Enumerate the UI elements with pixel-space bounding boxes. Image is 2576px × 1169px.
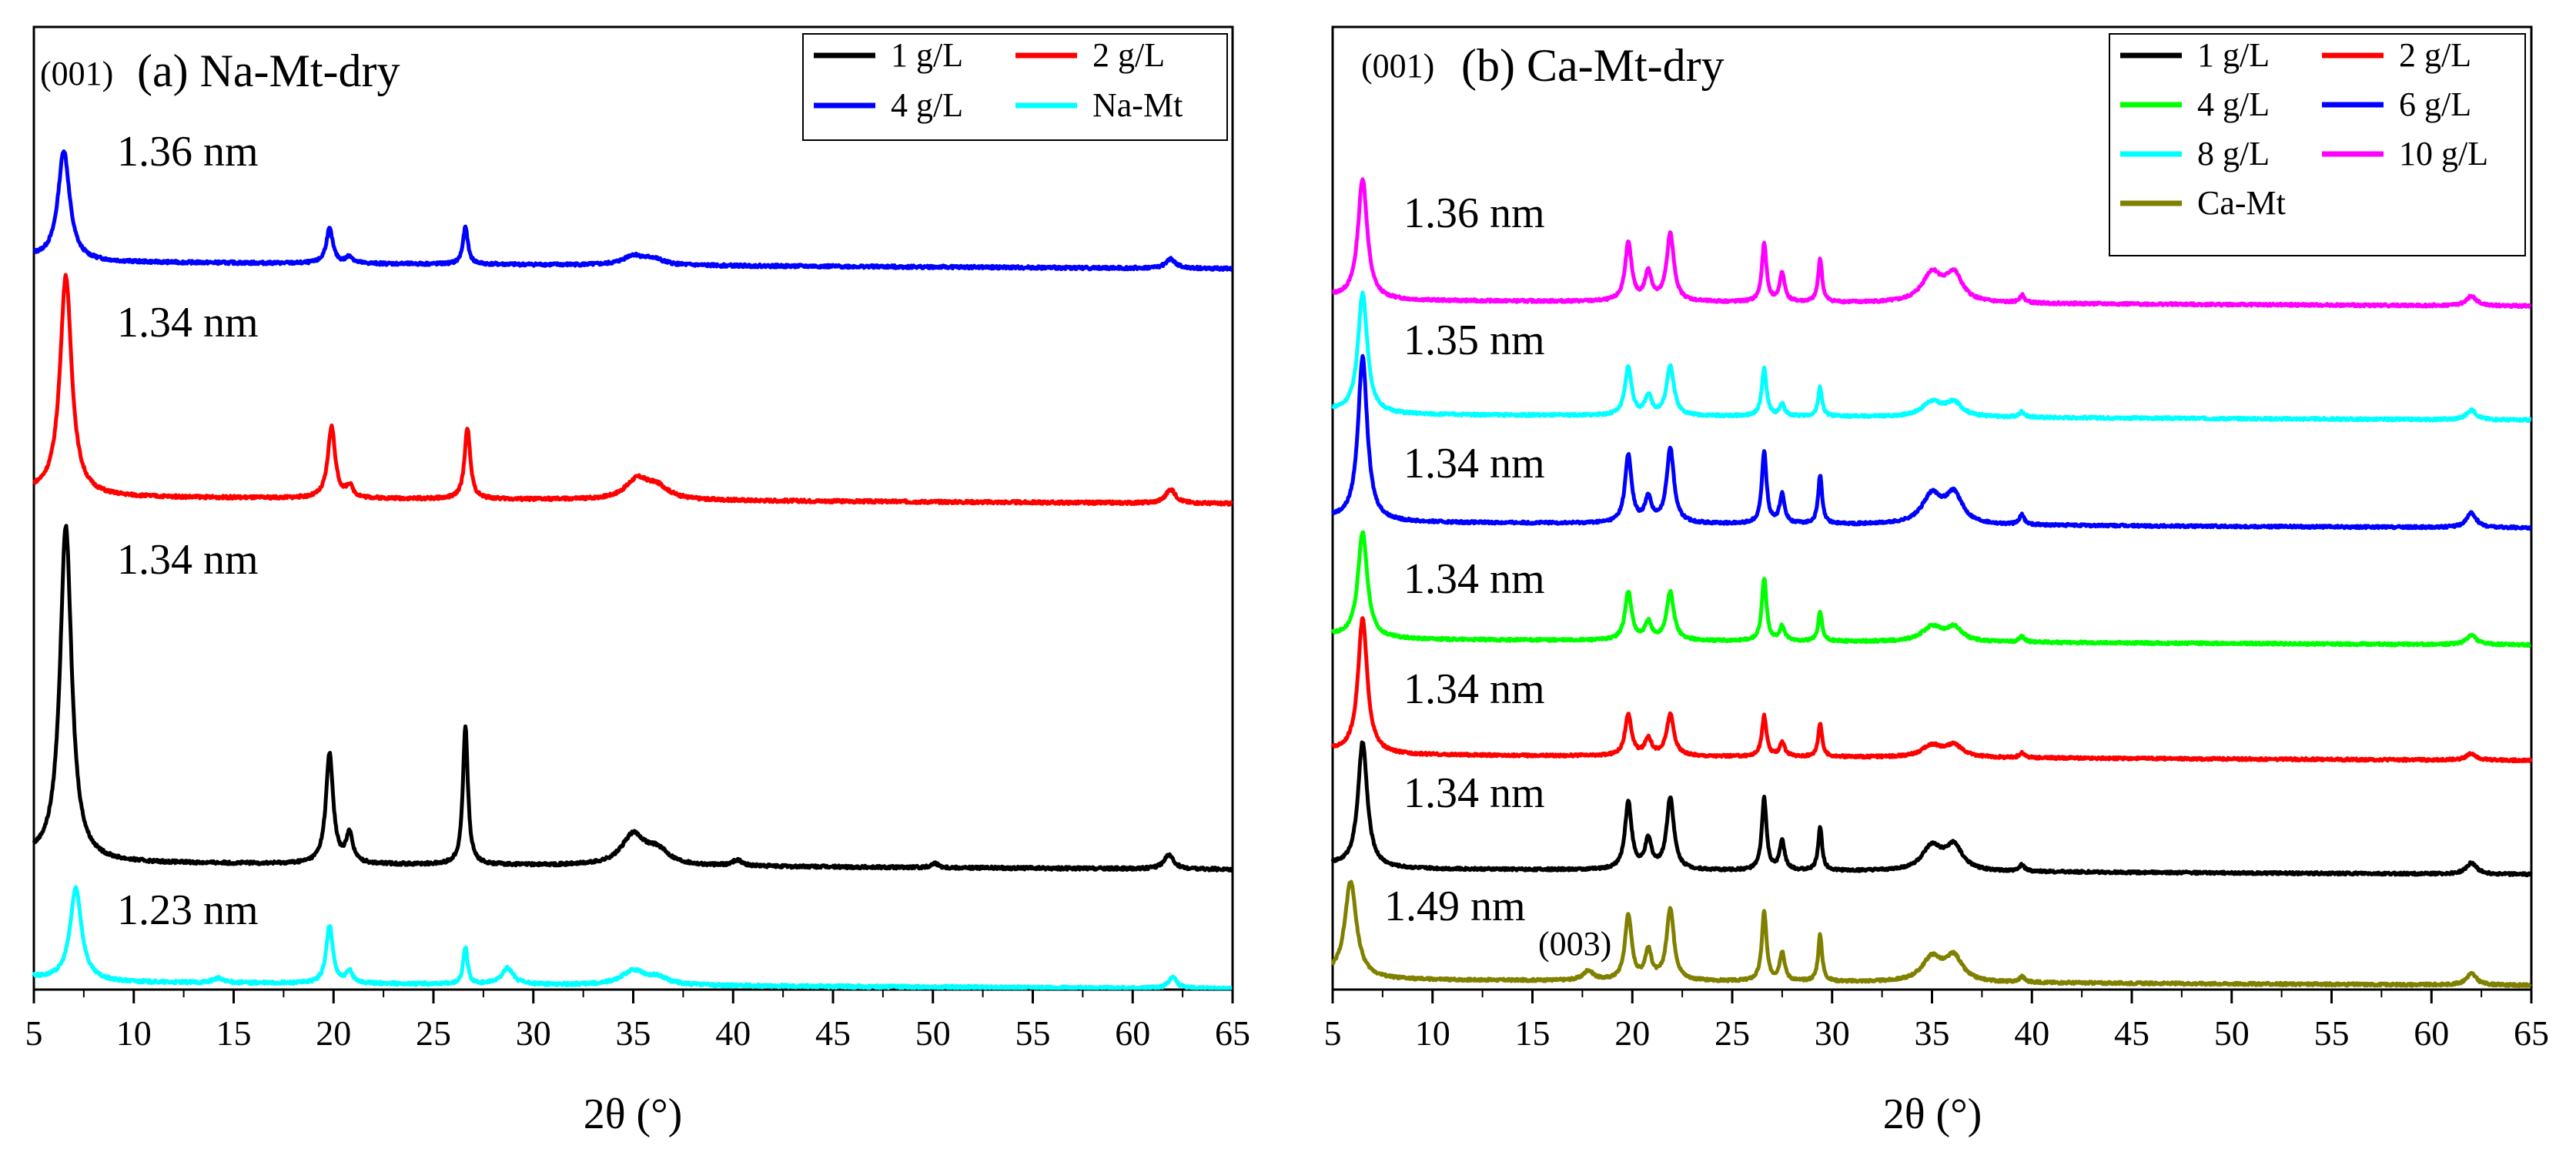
x-tick-label: 30 — [1815, 1013, 1850, 1053]
legend-label: 1 g/L — [2197, 36, 2270, 74]
x-tick-label: 55 — [1015, 1013, 1051, 1053]
x-tick-label: 20 — [316, 1013, 351, 1053]
x-tick-label: 5 — [1324, 1013, 1342, 1053]
legend-label: 2 g/L — [1092, 36, 1165, 74]
series-line-b-4-g-l — [1330, 530, 2532, 648]
series-line-a-4-g-l — [32, 149, 1233, 272]
x-axis-title-b: 2θ (°) — [1883, 1090, 1982, 1138]
legend-label: 4 g/L — [891, 86, 963, 124]
peak-label-001-b: (001) — [1361, 47, 1434, 85]
legend-box-a — [802, 33, 1228, 141]
series-line-b-1-g-l — [1330, 740, 2532, 878]
d-spacing-label: 1.34 nm — [1403, 665, 1545, 713]
series-line-b-8-g-l — [1331, 290, 2532, 424]
panel-title-b: (b) Ca-Mt-dry — [1461, 40, 1725, 91]
x-tick-label: 55 — [2314, 1013, 2350, 1053]
x-tick-label: 15 — [1515, 1013, 1551, 1053]
legend-label: 8 g/L — [2197, 135, 2270, 173]
traces-a — [32, 149, 1233, 990]
x-tick-label: 65 — [2514, 1013, 2549, 1053]
x-tick-label: 10 — [116, 1013, 152, 1053]
traces-b — [1330, 177, 2533, 989]
d-spacing-label: 1.34 nm — [1403, 769, 1545, 817]
x-tick-label: 35 — [616, 1013, 651, 1053]
d-spacing-label: 1.49 nm — [1384, 883, 1526, 930]
legend-label: Ca-Mt — [2197, 184, 2286, 222]
d-spacing-label: 1.34 nm — [117, 299, 259, 347]
legend-label: Na-Mt — [1092, 86, 1183, 124]
x-ticks-a: 5 10 15 20 25 30 35 40 45 50 55 60 65 — [25, 990, 1250, 1053]
d-spacing-label: 1.34 nm — [117, 536, 259, 584]
x-tick-label: 10 — [1415, 1013, 1450, 1053]
series-line-b-6-g-l — [1330, 353, 2532, 531]
series-line-b-2-g-l — [1330, 616, 2533, 764]
panel-title-a: (a) Na-Mt-dry — [137, 45, 400, 96]
d-spacing-label: 1.36 nm — [1403, 189, 1545, 237]
x-ticks-b: 5 10 15 20 25 30 35 40 45 50 55 60 65 — [1324, 990, 2549, 1053]
x-tick-label: 40 — [2014, 1013, 2049, 1053]
series-line-a-na-mt — [32, 885, 1233, 990]
series-line-b-10-g-l — [1331, 177, 2532, 310]
d-spacing-labels-a: 1.36 nm 1.34 nm 1.34 nm 1.23 nm — [117, 128, 259, 934]
d-spacing-label: 1.34 nm — [1403, 440, 1545, 487]
panel-b-ca-mt-dry: 5 10 15 20 25 30 35 40 45 50 55 60 65 1.36 nm 1.35 nm… — [1324, 25, 2549, 1138]
x-tick-label: 20 — [1614, 1013, 1650, 1053]
legend-box-b — [2109, 33, 2526, 256]
x-tick-label: 35 — [1915, 1013, 1950, 1053]
d-spacing-label: 1.34 nm — [1403, 555, 1545, 603]
legend-label: 6 g/L — [2399, 85, 2471, 123]
d-spacing-label: 1.35 nm — [1403, 317, 1545, 364]
x-tick-label: 60 — [2414, 1013, 2449, 1053]
x-tick-label: 50 — [2214, 1013, 2250, 1053]
x-tick-label: 60 — [1115, 1013, 1150, 1053]
series-line-b-ca-mt — [1330, 879, 2532, 989]
x-tick-label: 50 — [915, 1013, 951, 1053]
legend-a: 1 g/L 2 g/L 4 g/L Na-Mt — [802, 33, 1228, 141]
legend-label: 4 g/L — [2197, 85, 2270, 123]
x-tick-label: 25 — [1715, 1013, 1750, 1053]
x-tick-label: 5 — [25, 1013, 43, 1053]
x-tick-label: 30 — [516, 1013, 551, 1053]
x-tick-label: 65 — [1215, 1013, 1250, 1053]
peak-label-001-a: (001) — [40, 55, 113, 92]
x-axis-title-a: 2θ (°) — [584, 1090, 683, 1138]
d-spacing-labels-b: 1.36 nm 1.35 nm 1.34 nm 1.34 nm 1.34 nm 1.34 … — [1384, 189, 1545, 930]
x-tick-label: 45 — [2114, 1013, 2149, 1053]
x-tick-label: 25 — [416, 1013, 451, 1053]
legend-label: 1 g/L — [891, 36, 963, 74]
x-tick-label: 40 — [715, 1013, 751, 1053]
series-line-a-1-g-l — [32, 524, 1233, 873]
panel-a-na-mt-dry: 5 10 15 20 25 30 35 40 45 50 55 60 65 1.36 nm 1.34 nm… — [25, 25, 1250, 1138]
x-tick-label: 15 — [216, 1013, 252, 1053]
d-spacing-label: 1.36 nm — [117, 128, 259, 176]
d-spacing-label: 1.23 nm — [117, 886, 259, 934]
x-tick-label: 45 — [815, 1013, 851, 1053]
peak-label-003-b: (003) — [1538, 925, 1611, 963]
legend-label: 2 g/L — [2399, 36, 2471, 74]
series-line-a-2-g-l — [32, 273, 1233, 507]
legend-b: 1 g/L 2 g/L 4 g/L 6 g/L 8 g/L 10 g/L Ca-Mt — [2109, 33, 2526, 256]
legend-label: 10 g/L — [2399, 135, 2488, 173]
